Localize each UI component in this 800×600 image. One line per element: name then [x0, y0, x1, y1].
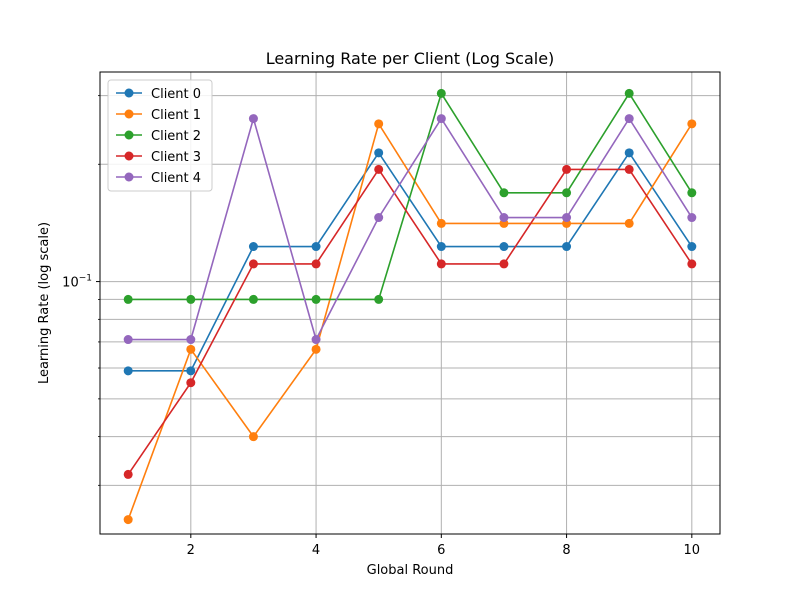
series-1 [123, 119, 697, 525]
data-point [248, 432, 258, 442]
data-point [499, 259, 509, 269]
series-line [128, 151, 693, 372]
legend-label: Client 4 [151, 171, 201, 186]
data-point [624, 88, 634, 98]
data-point [687, 242, 697, 252]
data-point [687, 259, 697, 269]
legend-label: Client 3 [151, 150, 201, 165]
data-point [186, 335, 196, 345]
data-point [436, 259, 446, 269]
legend-marker [124, 109, 134, 119]
series-4 [123, 114, 697, 345]
data-point [436, 218, 446, 228]
data-point [311, 242, 321, 252]
data-point [624, 114, 634, 124]
data-point [499, 242, 509, 252]
data-point [499, 188, 509, 198]
y-axis-label: Learning Rate (log scale) [37, 222, 52, 384]
data-point [123, 294, 133, 304]
data-point [248, 114, 258, 124]
data-point [248, 242, 258, 252]
data-point [624, 218, 634, 228]
data-point [123, 335, 133, 345]
data-point [248, 294, 258, 304]
series-0 [123, 148, 697, 376]
data-point [186, 378, 196, 388]
legend-item: Client 4 [116, 171, 201, 186]
data-point [311, 294, 321, 304]
data-point [374, 213, 384, 223]
legend: Client 0 Client 1 Client 2 Client 3 Client 4 [107, 79, 213, 192]
data-point [562, 188, 572, 198]
data-point [123, 366, 133, 376]
legend-item: Client 2 [116, 129, 201, 144]
legend-marker [124, 130, 134, 140]
series-group [123, 88, 697, 525]
legend-marker [124, 151, 134, 161]
data-point [123, 515, 133, 525]
series-line [128, 91, 693, 301]
y-tick-exponent: −1 [79, 274, 92, 284]
legend-item: Client 0 [116, 87, 201, 102]
data-point [123, 469, 133, 479]
x-tick-label: 2 [187, 543, 195, 558]
legend-marker [124, 172, 134, 182]
data-point [186, 344, 196, 354]
data-point [374, 164, 384, 174]
legend-label: Client 2 [151, 129, 201, 144]
data-point [248, 259, 258, 269]
data-point [311, 335, 321, 345]
legend-marker [124, 88, 134, 98]
data-point [562, 242, 572, 252]
data-point [624, 164, 634, 174]
chart-title: Learning Rate per Client (Log Scale) [266, 49, 555, 68]
data-point [186, 366, 196, 376]
y-tick-label: 10−1 [62, 274, 92, 291]
legend-label: Client 0 [151, 87, 201, 102]
legend-item: Client 1 [116, 108, 201, 123]
x-tick-label: 10 [684, 543, 701, 558]
data-point [311, 259, 321, 269]
legend-box [107, 79, 213, 192]
legend-label: Client 1 [151, 108, 201, 123]
data-point [562, 164, 572, 174]
data-point [562, 213, 572, 223]
x-tick-label: 4 [312, 543, 320, 558]
series-2 [123, 88, 697, 304]
data-point [374, 119, 384, 129]
data-point [687, 119, 697, 129]
data-point [624, 148, 634, 158]
y-tick-base: 10 [62, 276, 79, 291]
data-point [687, 213, 697, 223]
plot-frame [99, 71, 721, 535]
x-axis-label: Global Round [367, 563, 454, 578]
data-point [374, 148, 384, 158]
data-point [687, 188, 697, 198]
data-point [436, 114, 446, 124]
data-point [499, 213, 509, 223]
x-tick-label: 8 [562, 543, 570, 558]
series-line [128, 115, 693, 342]
x-tick-label: 6 [437, 543, 445, 558]
series-line [127, 121, 693, 520]
data-point [186, 294, 196, 304]
data-point [374, 294, 384, 304]
data-point [436, 242, 446, 252]
legend-item: Client 3 [116, 150, 201, 165]
data-point [311, 344, 321, 354]
data-point [436, 88, 446, 98]
